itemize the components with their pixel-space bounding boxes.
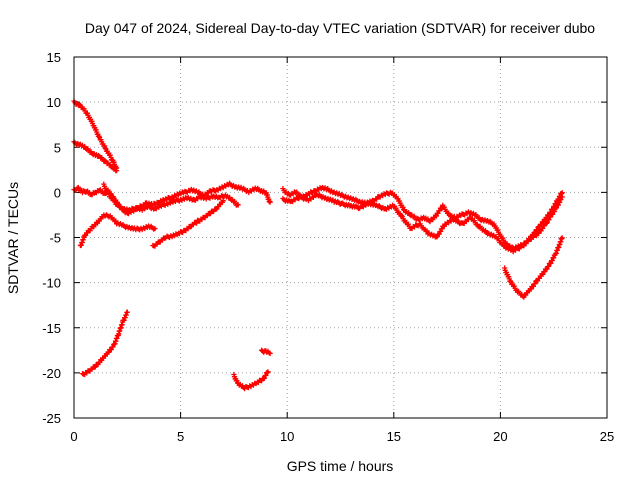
series-markers [502, 235, 565, 300]
series-markers [79, 309, 130, 378]
series-markers [150, 198, 226, 249]
series-markers [77, 212, 158, 249]
y-tick-label: -10 [42, 276, 61, 291]
plot-frame [73, 56, 608, 419]
series-trace-minus-6-rise [150, 198, 226, 249]
series-markers [231, 369, 271, 392]
series-trace-minus-20-rise [79, 309, 130, 378]
x-tick-label: 10 [280, 429, 294, 444]
y-tick-label: -5 [49, 231, 61, 246]
y-tick-label: 10 [47, 95, 61, 110]
series-trace-near-zero-secondary [101, 181, 241, 213]
x-tick-label: 0 [70, 429, 77, 444]
x-axis-label: GPS time / hours [287, 458, 394, 474]
series-markers [71, 180, 273, 217]
axis-ticks: 0 5 10 15 20 25 -25 -20 -15 -10 -5 0 5 10 15 [42, 50, 614, 444]
series-markers [101, 181, 241, 213]
series-markers [259, 347, 273, 356]
y-tick-label: 15 [47, 50, 61, 65]
y-tick-label: -20 [42, 366, 61, 381]
x-tick-label: 25 [600, 429, 614, 444]
series-trace-minus-4 [77, 212, 158, 249]
series-trace-minus-17-short [259, 347, 273, 356]
x-tick-label: 20 [493, 429, 507, 444]
chart-title: Day 047 of 2024, Sidereal Day-to-day VTE… [85, 20, 595, 36]
series-trace-minus-21 [231, 369, 271, 392]
y-tick-label: -25 [42, 411, 61, 426]
series-trace-right-secondary [280, 191, 565, 255]
series-markers [71, 139, 120, 174]
series-trace-right-minus-10 [502, 235, 565, 300]
series-trace-near-zero-main [71, 180, 273, 217]
x-tick-label: 5 [177, 429, 184, 444]
y-axis-label: SDTVAR / TECUs [5, 182, 21, 294]
y-tick-label: -15 [42, 321, 61, 336]
y-tick-label: 0 [54, 185, 61, 200]
data-series [71, 98, 565, 392]
grid-lines [74, 57, 607, 418]
series-trace-upper-5 [71, 139, 120, 174]
x-tick-label: 15 [387, 429, 401, 444]
series-markers [280, 191, 565, 255]
series-markers [71, 98, 120, 172]
series-trace-upper-10 [71, 98, 120, 172]
y-tick-label: 5 [54, 140, 61, 155]
